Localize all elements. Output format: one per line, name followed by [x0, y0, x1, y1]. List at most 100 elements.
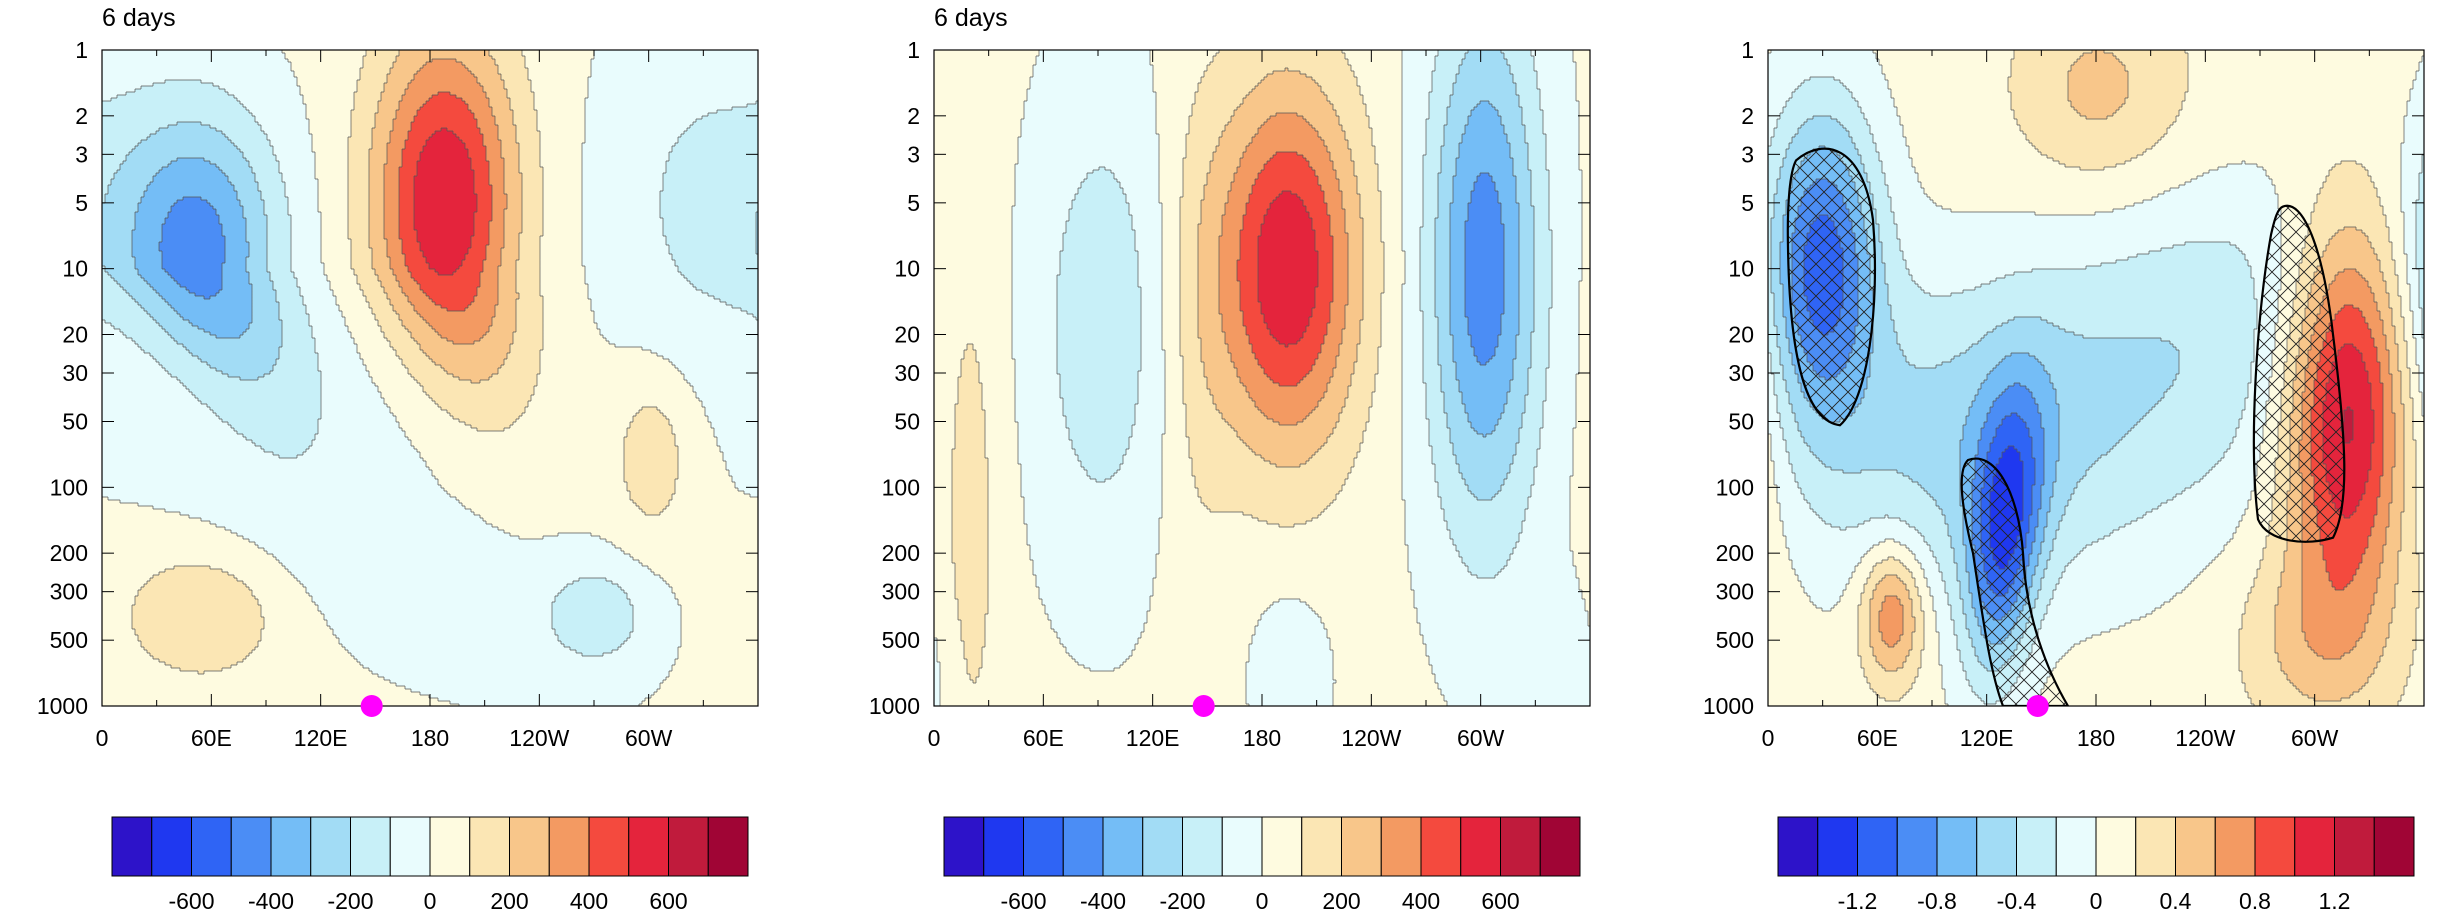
colorbar-box	[191, 816, 232, 877]
y-tick-label: 1000	[37, 693, 88, 719]
x-tick-label: 180	[2077, 725, 2115, 751]
x-axis-3: 0 60E 120E 180 120W 60W	[1762, 50, 2370, 751]
colorbar-box	[548, 816, 590, 877]
y-tick-label: 30	[62, 360, 88, 386]
y-tick-label: 1	[907, 37, 920, 63]
y-tick-label: 1	[75, 37, 88, 63]
hatched-region-3	[2252, 204, 2346, 543]
colorbar-box	[1896, 816, 1938, 877]
colorbar-tick-label: -600	[1000, 888, 1046, 914]
field-shading-2	[934, 50, 1590, 706]
colorbar-box	[628, 816, 669, 877]
y-tick-label: 200	[882, 540, 920, 566]
colorbar-tick-label: -400	[1080, 888, 1126, 914]
x-tick-label: 180	[1243, 725, 1281, 751]
y-tick-label: 10	[1728, 256, 1754, 282]
colorbar-box	[2254, 816, 2296, 877]
colorbar-box	[1221, 816, 1263, 877]
panel-3: 1 2 3 5 10 20 30 50 100 200 300 500 1000 0 60E 120E 180 1…	[1703, 37, 2425, 914]
y-tick-label: 2	[907, 103, 920, 129]
y-tick-label: 30	[1728, 360, 1754, 386]
colorbar-box	[151, 816, 192, 877]
y-tick-label: 50	[62, 409, 88, 435]
field-shading-3	[1768, 50, 2424, 706]
colorbar-tick-label: 0	[2090, 888, 2103, 914]
colorbar-box	[2373, 816, 2415, 877]
colorbar-box	[1182, 816, 1223, 877]
x-tick-label: 60W	[625, 725, 673, 751]
colorbar-box	[2294, 816, 2335, 877]
colorbar-tick-label: -0.8	[1917, 888, 1957, 914]
colorbar-box	[230, 816, 272, 877]
colorbar-box	[1142, 816, 1183, 877]
colorbar-tick-label: 0	[1256, 888, 1269, 914]
x-tick-label: 0	[1762, 725, 1775, 751]
x-tick-label: 60E	[1857, 725, 1898, 751]
colorbar-box	[429, 816, 471, 877]
y-tick-label: 3	[75, 141, 88, 167]
y-tick-label: 1000	[1703, 693, 1754, 719]
colorbar-box	[2016, 816, 2057, 877]
x-tick-label: 60W	[2291, 725, 2339, 751]
y-tick-label: 3	[907, 141, 920, 167]
colorbar-1: -600 -400 -200 0 200 400 600	[111, 816, 749, 914]
x-tick-label: 120E	[1960, 725, 2014, 751]
x-tick-label: 60E	[191, 725, 232, 751]
colorbar-tick-label: 600	[1481, 888, 1519, 914]
colorbar-box	[1420, 816, 1462, 877]
y-tick-label: 200	[50, 540, 88, 566]
colorbar-box	[2135, 816, 2176, 877]
y-tick-label: 20	[894, 321, 920, 347]
x-tick-label: 120W	[2175, 725, 2235, 751]
y-tick-label: 200	[1716, 540, 1754, 566]
location-marker	[1192, 695, 1215, 717]
colorbar-box	[310, 816, 351, 877]
hatched-region-1	[1786, 147, 1877, 427]
y-tick-label: 1000	[869, 693, 920, 719]
y-tick-label: 50	[894, 409, 920, 435]
x-tick-label: 60W	[1457, 725, 1505, 751]
colorbar-box	[1936, 816, 1978, 877]
y-tick-label: 10	[62, 256, 88, 282]
colorbar-box	[1857, 816, 1898, 877]
colorbar-tick-label: 400	[1402, 888, 1440, 914]
x-tick-label: 120E	[1126, 725, 1180, 751]
y-tick-label: 20	[1728, 321, 1754, 347]
y-axis-3: 1 2 3 5 10 20 30 50 100 200 300 500 1000	[1703, 37, 2424, 719]
y-tick-label: 100	[50, 474, 88, 500]
y-tick-label: 2	[1741, 103, 1754, 129]
y-axis-2: 1 2 3 5 10 20 30 50 100 200 300 500 1000	[869, 37, 1590, 719]
colorbar-box	[1261, 816, 1303, 877]
y-tick-label: 300	[1716, 579, 1754, 605]
y-tick-label: 20	[62, 321, 88, 347]
x-tick-label: 60E	[1023, 725, 1064, 751]
colorbar-box	[469, 816, 510, 877]
colorbar-tick-label: 0	[424, 888, 437, 914]
colorbar-box	[2055, 816, 2097, 877]
colorbar-box	[1341, 816, 1382, 877]
y-tick-label: 300	[882, 579, 920, 605]
colorbar-box	[2095, 816, 2137, 877]
field-shading-1	[102, 50, 758, 706]
location-marker	[2026, 695, 2049, 717]
x-tick-label: 0	[96, 725, 109, 751]
colorbar-box	[1380, 816, 1422, 877]
location-marker	[360, 695, 383, 717]
colorbar-box	[1023, 816, 1064, 877]
x-axis-2: 0 60E 120E 180 120W 60W	[928, 50, 1536, 751]
colorbar-tick-label: 0.8	[2239, 888, 2271, 914]
x-tick-label: 120W	[1341, 725, 1401, 751]
colorbar-box	[1301, 816, 1342, 877]
colorbar-box	[588, 816, 630, 877]
colorbar-box	[509, 816, 550, 877]
x-tick-label: 0	[928, 725, 941, 751]
colorbar-box	[350, 816, 391, 877]
colorbar-2: -600 -400 -200 0 200 400 600	[943, 816, 1581, 914]
colorbar-box	[2214, 816, 2256, 877]
y-axis-1: 1 2 3 5 10 20 30 50 100 200 300 500 1000	[37, 37, 758, 719]
colorbar-tick-label: 0.4	[2160, 888, 2192, 914]
panel-1: 6 days 1 2 3 5 10 20 30 50 100 200 300 500 1000 0 60E 12…	[37, 4, 759, 914]
colorbar-box	[2175, 816, 2216, 877]
colorbar-tick-label: -1.2	[1838, 888, 1878, 914]
